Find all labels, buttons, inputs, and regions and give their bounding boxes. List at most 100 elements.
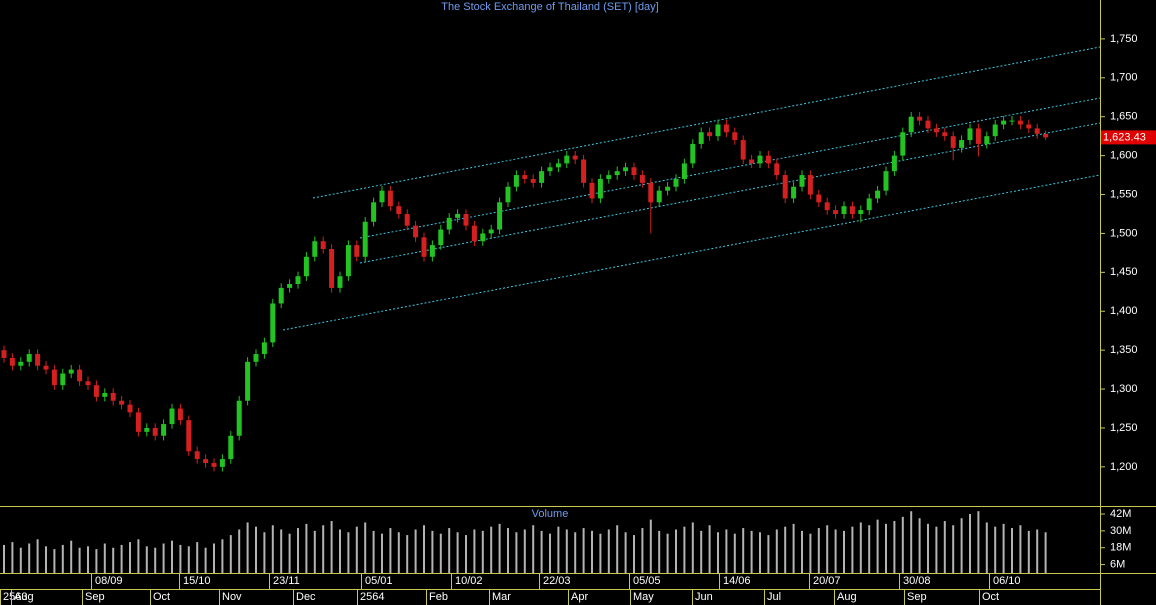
volume-bar	[565, 529, 568, 573]
volume-bar	[137, 539, 140, 573]
candle-body	[203, 459, 209, 463]
volume-tick-label: 42M	[1110, 508, 1131, 520]
last-price-box	[1101, 130, 1156, 145]
candle-body	[421, 237, 427, 257]
candle-body	[303, 256, 309, 277]
candle-body	[379, 190, 385, 203]
x-month-label: 2564	[360, 591, 384, 603]
candle-body	[707, 132, 713, 137]
candle-body	[505, 186, 511, 203]
volume-bar	[95, 549, 98, 573]
candle-body	[749, 159, 755, 164]
candle-body	[723, 124, 729, 133]
volume-bar	[448, 528, 451, 573]
volume-bar	[994, 526, 997, 573]
volume-bar	[204, 547, 207, 573]
candle-body	[959, 140, 965, 148]
x-tick-label: 10/02	[455, 575, 483, 587]
candle-body	[849, 206, 855, 214]
volume-bar	[557, 526, 560, 573]
candle-body	[228, 435, 234, 460]
volume-bar	[389, 528, 392, 573]
candle-body	[564, 155, 570, 164]
volume-bar	[582, 528, 585, 573]
y-tick-label: 1,600	[1110, 150, 1138, 162]
candle-body	[186, 420, 192, 452]
x-tick-label: 15/10	[183, 575, 211, 587]
candle-body	[522, 175, 528, 179]
volume-bar	[901, 516, 904, 573]
candle-body	[539, 171, 545, 183]
candle-body	[169, 408, 175, 425]
candle-body	[992, 124, 998, 137]
volume-bar	[817, 528, 820, 573]
candle-body	[51, 369, 57, 386]
candle-body	[211, 462, 217, 467]
candle-body	[824, 202, 830, 211]
y-tick-label: 1,550	[1110, 188, 1138, 200]
volume-bar	[154, 547, 157, 573]
candle-body	[572, 155, 578, 160]
y-tick-label: 1,450	[1110, 266, 1138, 278]
candle-body	[102, 392, 108, 397]
candle-body	[513, 175, 519, 187]
candle-body	[438, 229, 444, 246]
candle-body	[555, 163, 561, 168]
y-tick-label: 1,700	[1110, 72, 1138, 84]
volume-bar	[271, 525, 274, 573]
x-month-label: Apr	[571, 591, 588, 603]
volume-bar	[187, 546, 190, 573]
candle-body	[253, 354, 259, 362]
candle-body	[908, 116, 914, 133]
candle-body	[245, 361, 251, 401]
candle-body	[639, 175, 645, 183]
y-tick-label: 1,650	[1110, 111, 1138, 123]
volume-bar	[708, 525, 711, 573]
candle-body	[1017, 120, 1023, 125]
x-tick-label: 22/03	[543, 575, 571, 587]
volume-bar	[439, 533, 442, 573]
candle-body	[614, 171, 620, 176]
volume-bar	[28, 543, 31, 573]
candle-body	[875, 190, 881, 199]
candle-body	[925, 120, 931, 129]
volume-bar	[733, 533, 736, 573]
candle-body	[68, 369, 74, 374]
candle-body	[597, 178, 603, 199]
candle-body	[740, 140, 746, 160]
candle-body	[18, 361, 24, 366]
volume-bar	[305, 523, 308, 573]
candle-body	[161, 424, 167, 436]
volume-bar	[616, 525, 619, 573]
volume-bar	[171, 540, 173, 573]
candle-body	[26, 354, 32, 362]
volume-bar	[45, 546, 47, 573]
x-month-label: Sep	[85, 591, 105, 603]
candle-body	[177, 408, 183, 421]
candle-body	[60, 373, 66, 386]
y-tick-label: 1,300	[1110, 383, 1138, 395]
candle-body	[833, 210, 839, 214]
volume-bar	[742, 528, 745, 573]
volume-bar	[423, 525, 425, 573]
candle-body	[673, 178, 679, 187]
candle-body	[589, 182, 595, 199]
y-tick-label: 1,500	[1110, 227, 1138, 239]
candle-body	[1001, 120, 1007, 125]
volume-bar	[549, 533, 551, 573]
candle-body	[1043, 133, 1049, 138]
volume-bar	[977, 511, 980, 573]
candle-body	[85, 381, 91, 386]
candle-body	[883, 171, 889, 191]
volume-bar	[1002, 523, 1005, 573]
volume-bar	[364, 522, 367, 573]
candle-body	[110, 392, 116, 401]
volume-bar	[414, 529, 417, 573]
candle-body	[917, 116, 923, 121]
candle-body	[135, 412, 141, 432]
volume-bar	[381, 533, 383, 573]
candle-body	[858, 210, 864, 214]
volume-bar	[624, 532, 627, 573]
candle-body	[891, 155, 897, 172]
candle-body	[799, 175, 805, 187]
